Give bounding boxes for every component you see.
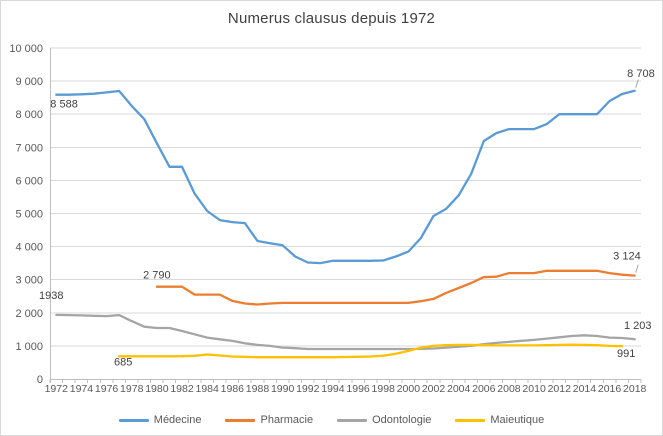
svg-text:1986: 1986 xyxy=(221,383,245,395)
medecine-line-swatch-icon xyxy=(118,418,149,422)
legend-item-maieutique: Maieutique xyxy=(455,414,544,426)
series-line-médecine xyxy=(55,89,636,265)
y-axis-labels: 0 1 000 2 000 3 000 4 000 5 000 6 000 7 000 8 00… xyxy=(9,43,43,386)
odontologie-line-swatch-icon xyxy=(337,418,368,422)
svg-text:8 000: 8 000 xyxy=(15,109,43,121)
svg-text:9 000: 9 000 xyxy=(15,76,43,88)
svg-text:2016: 2016 xyxy=(598,383,622,395)
svg-text:0: 0 xyxy=(37,374,43,386)
svg-text:1938: 1938 xyxy=(39,290,63,302)
svg-text:2 790: 2 790 xyxy=(143,270,171,282)
svg-text:3 000: 3 000 xyxy=(15,275,43,287)
svg-text:6 000: 6 000 xyxy=(15,175,43,187)
svg-text:1984: 1984 xyxy=(196,383,220,395)
svg-text:2006: 2006 xyxy=(472,383,496,395)
series-line-pharmacie xyxy=(155,269,636,306)
svg-text:2008: 2008 xyxy=(497,383,521,395)
legend-item-pharmacie: Pharmacie xyxy=(225,414,313,426)
axes xyxy=(49,48,642,383)
svg-text:1988: 1988 xyxy=(246,383,270,395)
legend-label-medecine: Médecine xyxy=(153,414,202,426)
svg-text:685: 685 xyxy=(114,356,132,368)
svg-text:2 000: 2 000 xyxy=(15,308,43,320)
gridlines xyxy=(50,47,641,347)
svg-text:1998: 1998 xyxy=(372,383,396,395)
svg-text:2004: 2004 xyxy=(447,383,471,395)
svg-text:1980: 1980 xyxy=(145,383,169,395)
legend-item-odontologie: Odontologie xyxy=(337,414,431,426)
svg-text:1982: 1982 xyxy=(170,383,194,395)
svg-text:1994: 1994 xyxy=(321,383,345,395)
legend-label-pharmacie: Pharmacie xyxy=(260,414,314,426)
svg-text:1976: 1976 xyxy=(95,383,119,395)
svg-text:5 000: 5 000 xyxy=(15,209,43,221)
svg-text:1990: 1990 xyxy=(271,383,295,395)
svg-text:1992: 1992 xyxy=(296,383,320,395)
legend-label-maieutique: Maieutique xyxy=(490,414,545,426)
svg-text:2002: 2002 xyxy=(422,383,446,395)
svg-text:1978: 1978 xyxy=(120,383,144,395)
chart-title: Numerus clausus depuis 1972 xyxy=(227,10,436,27)
legend-item-medecine: Médecine xyxy=(118,414,202,426)
series-line-maieutique xyxy=(118,343,624,359)
data-labels: 8 588 8 708 2 790 3 124 1938 1 203 685 991 xyxy=(39,68,655,369)
pharmacie-line-swatch-icon xyxy=(225,418,256,422)
svg-text:7 000: 7 000 xyxy=(15,142,43,154)
series-line-odontologie xyxy=(55,313,636,351)
svg-text:2012: 2012 xyxy=(548,383,572,395)
svg-text:10 000: 10 000 xyxy=(9,43,43,55)
x-axis-labels: 1972 1974 1976 1978 1980 1982 1984 1986 1988 1990… xyxy=(45,383,647,395)
svg-text:4 000: 4 000 xyxy=(15,242,43,254)
svg-text:2014: 2014 xyxy=(573,383,597,395)
svg-text:3 124: 3 124 xyxy=(613,251,641,263)
svg-text:8 588: 8 588 xyxy=(50,99,78,111)
svg-text:1974: 1974 xyxy=(70,383,94,395)
svg-text:1 203: 1 203 xyxy=(624,320,652,332)
svg-text:1 000: 1 000 xyxy=(15,341,43,353)
svg-text:991: 991 xyxy=(617,348,635,360)
svg-text:2018: 2018 xyxy=(623,383,647,395)
svg-text:2010: 2010 xyxy=(522,383,546,395)
svg-text:1996: 1996 xyxy=(346,383,370,395)
svg-text:2000: 2000 xyxy=(397,383,421,395)
chart-legend: Médecine Pharmacie Odontologie Maieutiqu… xyxy=(1,409,662,431)
legend-label-odontologie: Odontologie xyxy=(372,414,432,426)
svg-text:8 708: 8 708 xyxy=(627,68,655,80)
svg-text:1972: 1972 xyxy=(45,383,69,395)
maieutique-line-swatch-icon xyxy=(455,418,486,422)
